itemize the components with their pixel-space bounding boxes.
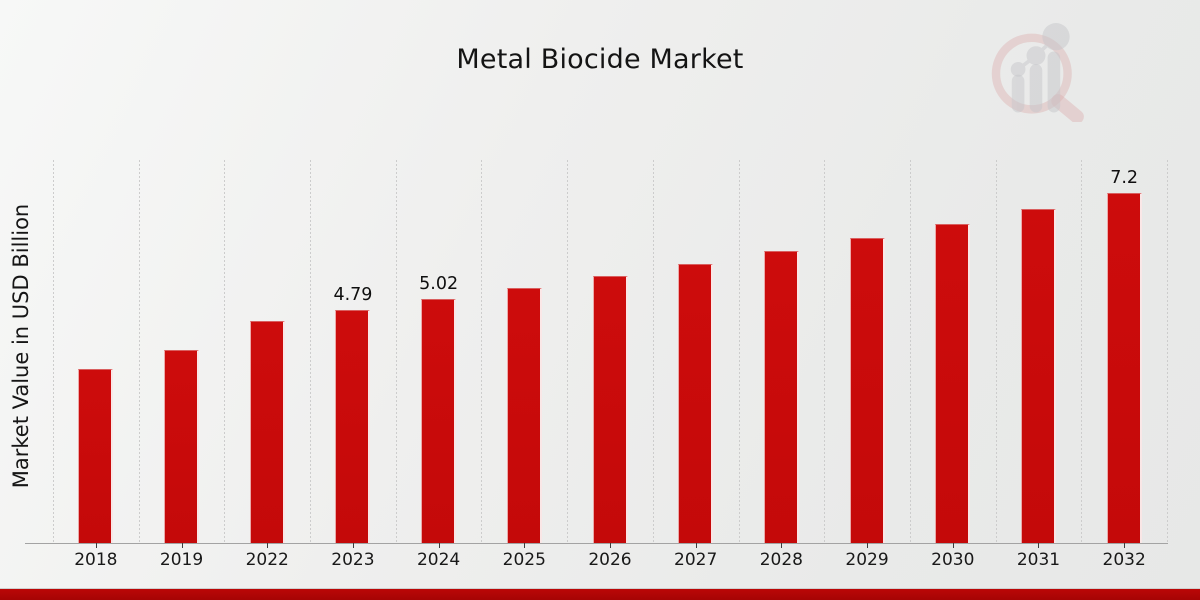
gridline xyxy=(995,160,997,543)
x-tick-label: 2018 xyxy=(74,550,118,570)
gridline xyxy=(652,160,654,543)
bar-2025 xyxy=(506,288,542,543)
x-tick-label: 2025 xyxy=(502,550,546,570)
gridline xyxy=(395,160,397,543)
x-tick-label: 2028 xyxy=(759,550,803,570)
gridline xyxy=(310,160,312,543)
bar-2018 xyxy=(78,369,114,543)
gridline xyxy=(567,160,569,543)
x-tick xyxy=(267,543,269,548)
bar-2024 xyxy=(421,299,457,543)
bar-value-label: 5.02 xyxy=(419,274,459,295)
x-tick-label: 2026 xyxy=(588,550,632,570)
x-tick xyxy=(1038,543,1040,548)
gridline xyxy=(224,160,226,543)
footer-divider xyxy=(0,588,1200,589)
bar-2023 xyxy=(335,310,371,543)
gridline xyxy=(53,160,54,543)
bar-value-label: 7.2 xyxy=(1110,168,1139,189)
bar-value-label: 4.79 xyxy=(333,285,373,306)
x-tick-label: 2019 xyxy=(159,550,204,570)
x-tick-label: 2023 xyxy=(331,550,375,570)
x-tick-label: 2031 xyxy=(1016,550,1061,570)
gridline xyxy=(481,160,483,543)
x-tick xyxy=(438,543,440,548)
bar-2032 xyxy=(1106,193,1142,543)
bar-2031 xyxy=(1020,209,1056,543)
bar-2027 xyxy=(678,264,714,543)
x-tick-label: 2027 xyxy=(674,550,718,570)
x-axis-line xyxy=(25,543,1168,544)
growth-bars-icon xyxy=(1011,51,1061,113)
bar-2019 xyxy=(164,349,200,543)
x-tick xyxy=(952,543,954,548)
x-tick xyxy=(867,543,869,548)
trend-dots-icon xyxy=(1010,23,1070,77)
gridline xyxy=(909,160,911,543)
x-tick-label: 2032 xyxy=(1102,550,1146,570)
x-tick-label: 2029 xyxy=(845,550,889,570)
gridline xyxy=(1167,160,1168,543)
bar-2026 xyxy=(592,276,628,543)
x-tick xyxy=(781,543,783,548)
footer-accent-bar xyxy=(0,589,1200,600)
x-tick-label: 2022 xyxy=(245,550,289,570)
bar-2029 xyxy=(849,237,885,543)
x-tick xyxy=(95,543,97,548)
gridline xyxy=(738,160,740,543)
brand-logo-watermark xyxy=(991,23,1084,122)
x-tick xyxy=(695,543,697,548)
x-tick-label: 2030 xyxy=(931,550,975,570)
bar-2028 xyxy=(763,251,799,543)
x-tick xyxy=(352,543,354,548)
x-tick xyxy=(524,543,526,548)
chart-title: Metal Biocide Market xyxy=(456,44,744,75)
gridline xyxy=(138,160,140,543)
x-tick xyxy=(1124,543,1126,548)
x-tick-label: 2024 xyxy=(416,550,461,570)
x-tick xyxy=(610,543,611,548)
gridline xyxy=(1081,160,1083,543)
bar-2030 xyxy=(935,223,971,543)
bar-2022 xyxy=(249,320,285,543)
x-tick xyxy=(181,543,183,548)
gridline xyxy=(824,160,826,543)
